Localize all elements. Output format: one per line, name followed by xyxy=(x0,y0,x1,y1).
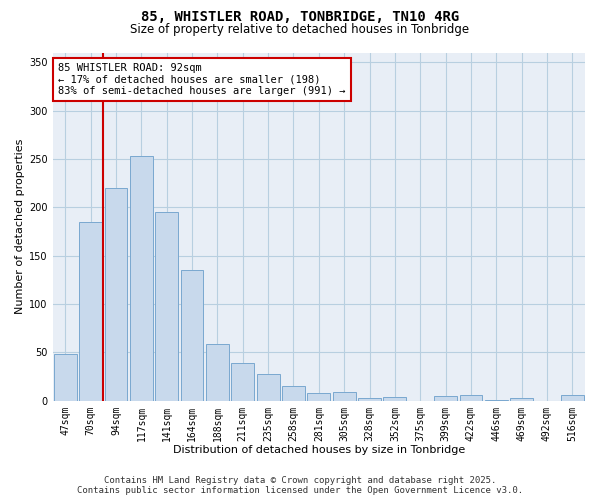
Bar xyxy=(434,396,457,400)
Bar xyxy=(307,393,330,400)
Bar xyxy=(282,386,305,400)
Bar xyxy=(561,395,584,400)
Text: Contains HM Land Registry data © Crown copyright and database right 2025.
Contai: Contains HM Land Registry data © Crown c… xyxy=(77,476,523,495)
Bar xyxy=(460,395,482,400)
Bar xyxy=(206,344,229,400)
Text: 85, WHISTLER ROAD, TONBRIDGE, TN10 4RG: 85, WHISTLER ROAD, TONBRIDGE, TN10 4RG xyxy=(141,10,459,24)
Y-axis label: Number of detached properties: Number of detached properties xyxy=(15,139,25,314)
Text: Size of property relative to detached houses in Tonbridge: Size of property relative to detached ho… xyxy=(130,22,470,36)
Bar xyxy=(54,354,77,401)
Bar xyxy=(358,398,381,400)
Text: 85 WHISTLER ROAD: 92sqm
← 17% of detached houses are smaller (198)
83% of semi-d: 85 WHISTLER ROAD: 92sqm ← 17% of detache… xyxy=(58,63,346,96)
Bar xyxy=(181,270,203,400)
Bar xyxy=(510,398,533,400)
Bar xyxy=(79,222,102,400)
X-axis label: Distribution of detached houses by size in Tonbridge: Distribution of detached houses by size … xyxy=(173,445,465,455)
Bar xyxy=(383,397,406,400)
Bar xyxy=(155,212,178,400)
Bar xyxy=(333,392,356,400)
Bar xyxy=(130,156,153,400)
Bar xyxy=(104,188,127,400)
Bar xyxy=(257,374,280,400)
Bar xyxy=(232,363,254,401)
